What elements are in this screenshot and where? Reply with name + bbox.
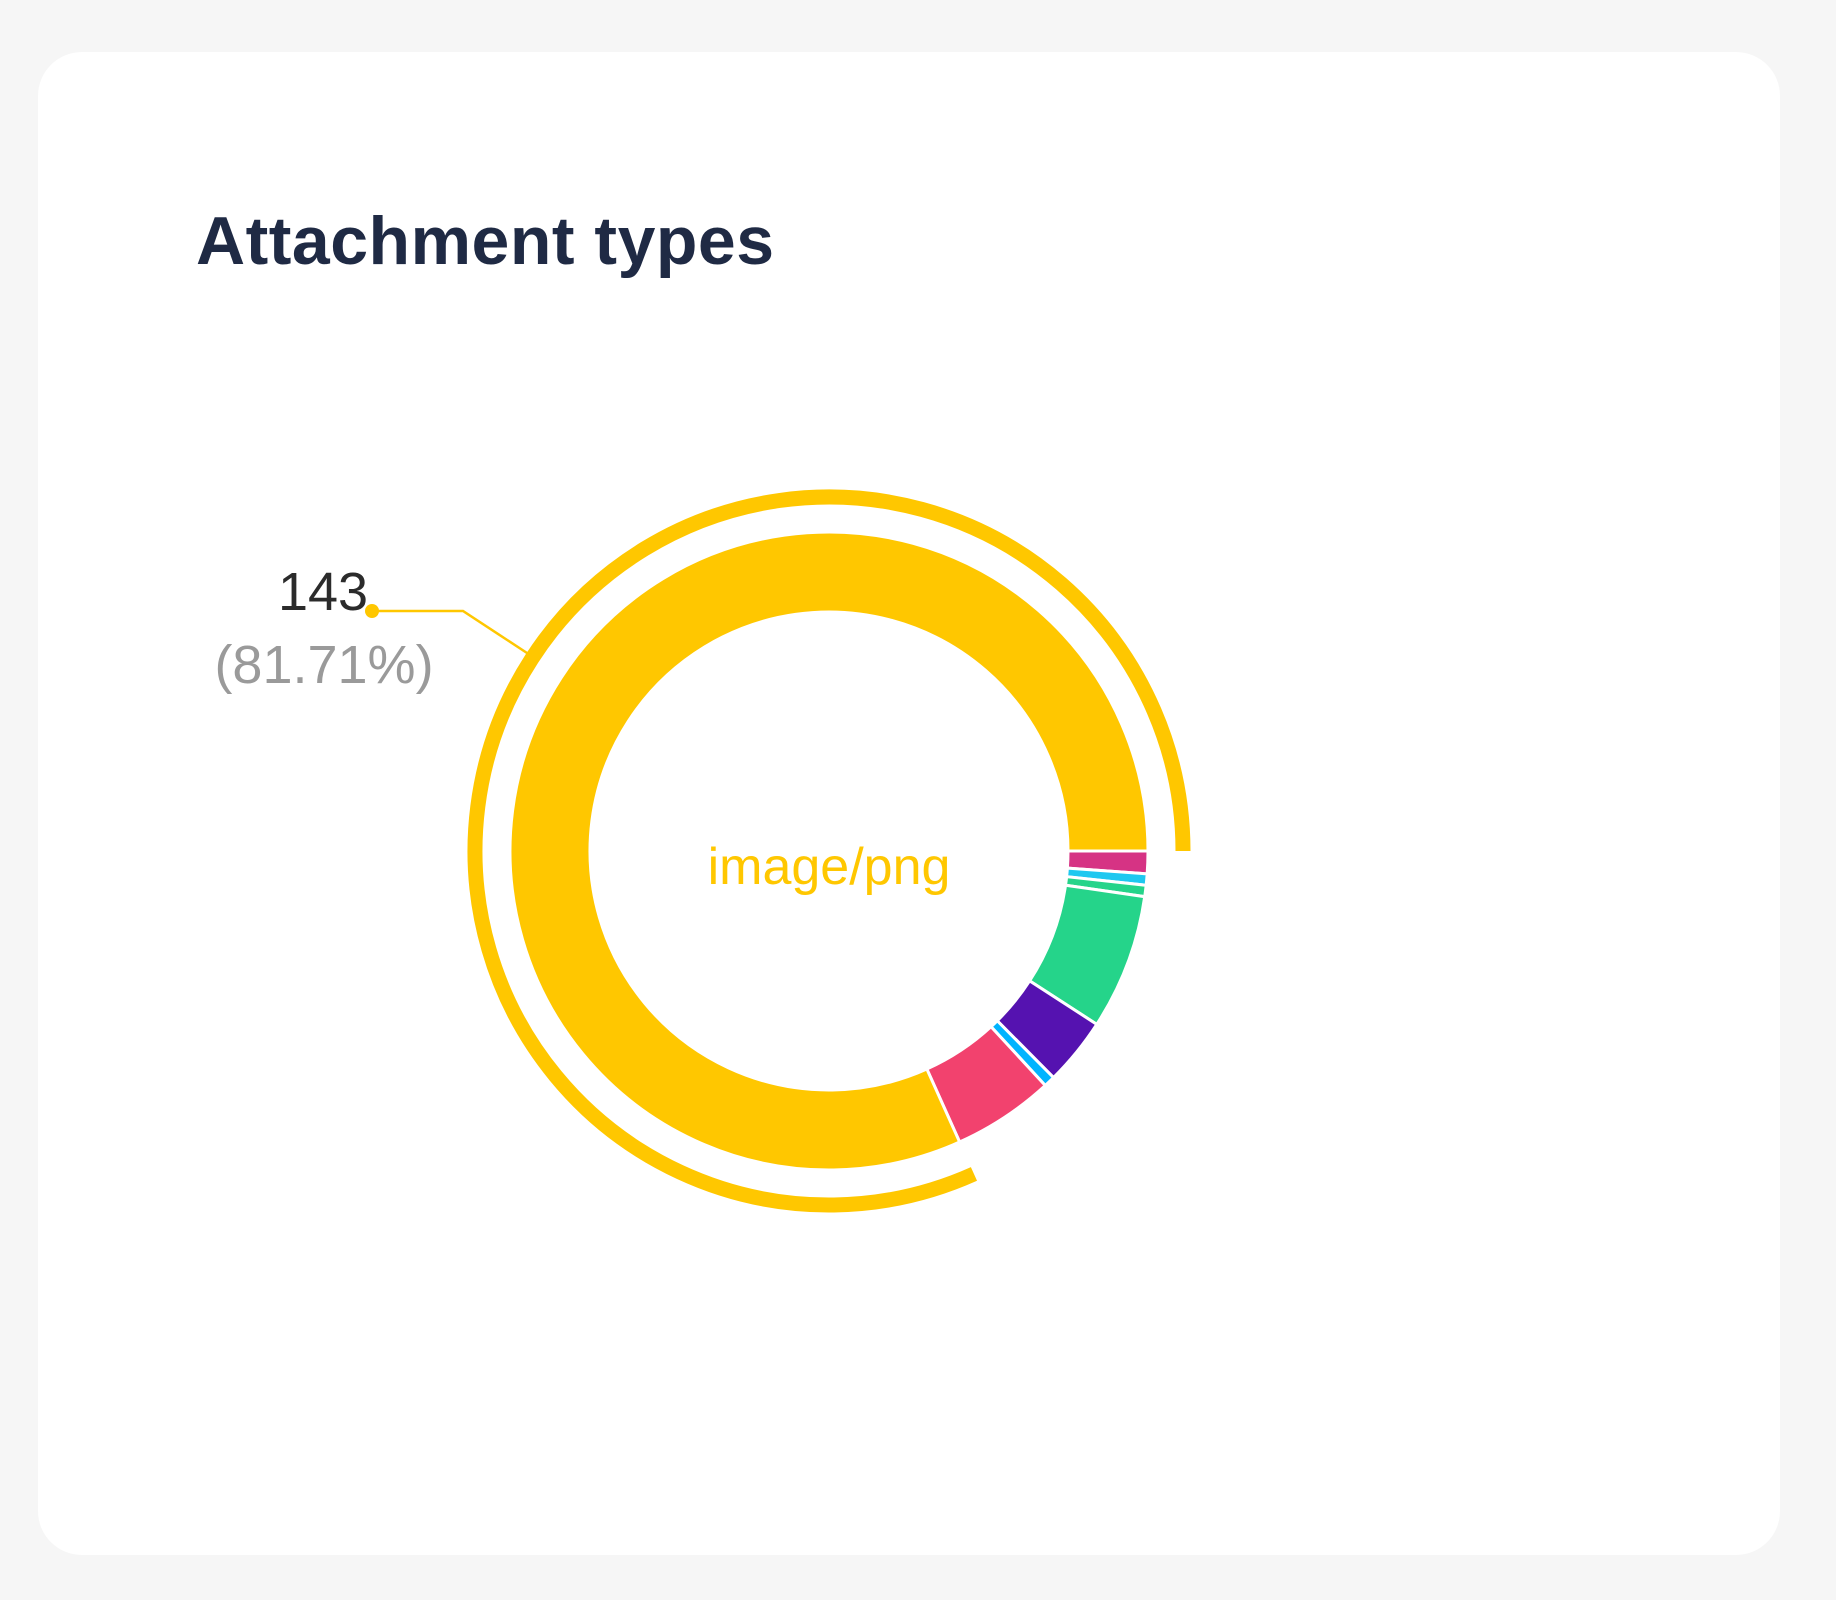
attachment-types-card: Attachment types bbox=[38, 52, 1780, 1555]
value-label: 143 bbox=[278, 562, 368, 622]
leader-line bbox=[372, 609, 528, 655]
highlight-ring bbox=[467, 489, 1191, 1213]
percent-label: (81.71%) bbox=[214, 635, 433, 695]
center-category-label: image/png bbox=[708, 838, 951, 896]
donut-slice[interactable] bbox=[508, 530, 1150, 1172]
card-title: Attachment types bbox=[196, 203, 775, 279]
